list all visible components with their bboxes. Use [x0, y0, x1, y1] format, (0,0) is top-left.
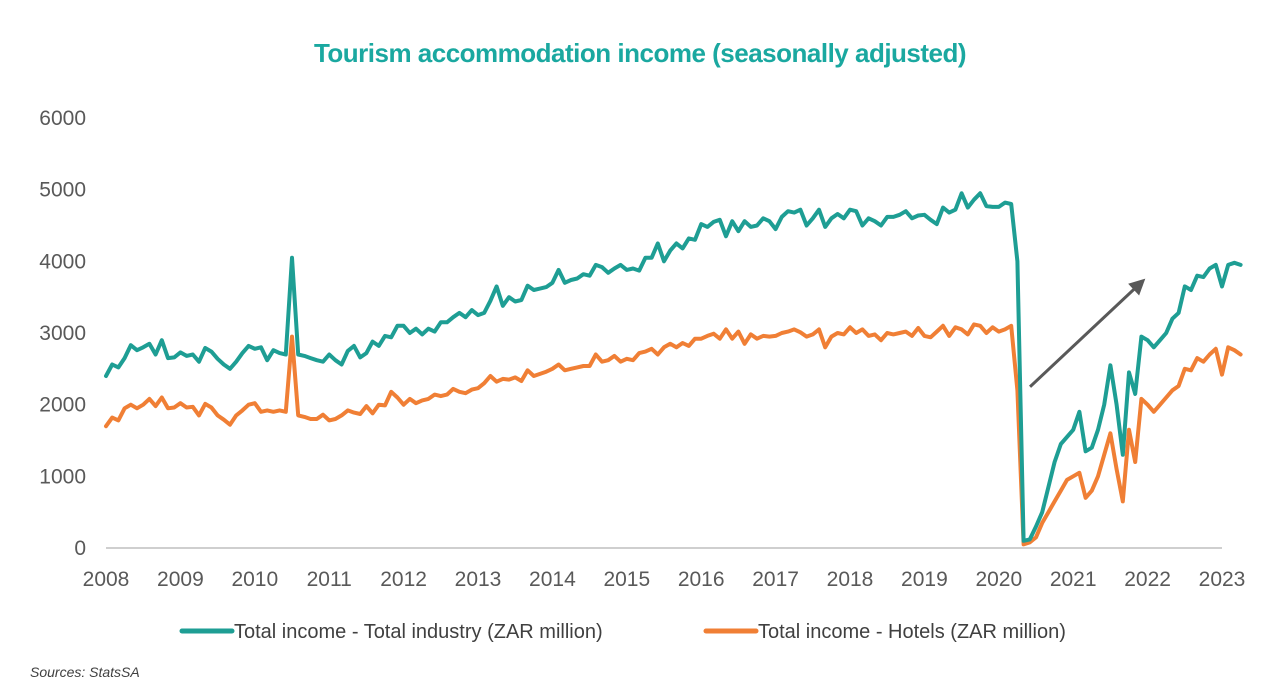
x-tick-label: 2017	[752, 568, 799, 591]
y-tick-label: 3000	[39, 322, 86, 345]
y-tick-label: 1000	[39, 465, 86, 488]
series-layer	[104, 191, 1243, 547]
x-tick-label: 2022	[1124, 568, 1171, 591]
annotation-layer	[1029, 278, 1146, 388]
x-tick-label: 2016	[678, 568, 725, 591]
trend-arrow-head	[1128, 278, 1146, 296]
y-axis-ticks: 0 1000 2000 3000 4000 5000 6000	[39, 107, 86, 560]
x-tick-label: 2008	[83, 568, 130, 591]
x-tick-label: 2020	[975, 568, 1022, 591]
source-note: Sources: StatsSA	[30, 664, 140, 680]
y-tick-label: 0	[74, 537, 86, 560]
legend: Total income - Total industry (ZAR milli…	[179, 621, 1066, 643]
trend-arrow-line	[1029, 280, 1144, 388]
x-tick-label: 2018	[827, 568, 874, 591]
y-tick-label: 2000	[39, 394, 86, 417]
x-tick-label: 2012	[380, 568, 427, 591]
x-tick-label: 2011	[307, 568, 352, 591]
x-tick-label: 2013	[455, 568, 502, 591]
y-tick-label: 5000	[39, 179, 86, 202]
y-tick-label: 6000	[39, 107, 86, 130]
x-axis-ticks: 2008 2009 2010 2011 2012 2013 2014 2015 2016 2017…	[83, 568, 1246, 591]
x-tick-label: 2023	[1199, 568, 1246, 591]
legend-label: Total income - Hotels (ZAR million)	[758, 621, 1066, 643]
x-tick-label: 2009	[157, 568, 204, 591]
legend-label: Total income - Total industry (ZAR milli…	[234, 621, 603, 643]
chart-title: Tourism accommodation income (seasonally…	[313, 38, 967, 68]
x-tick-label: 2015	[603, 568, 650, 591]
x-tick-label: 2021	[1050, 568, 1097, 591]
x-tick-label: 2010	[231, 568, 278, 591]
series-line-hotels	[104, 322, 1243, 547]
y-tick-label: 4000	[39, 250, 86, 273]
x-tick-label: 2019	[901, 568, 948, 591]
series-line-total-industry	[104, 191, 1243, 543]
x-tick-label: 2014	[529, 568, 576, 591]
